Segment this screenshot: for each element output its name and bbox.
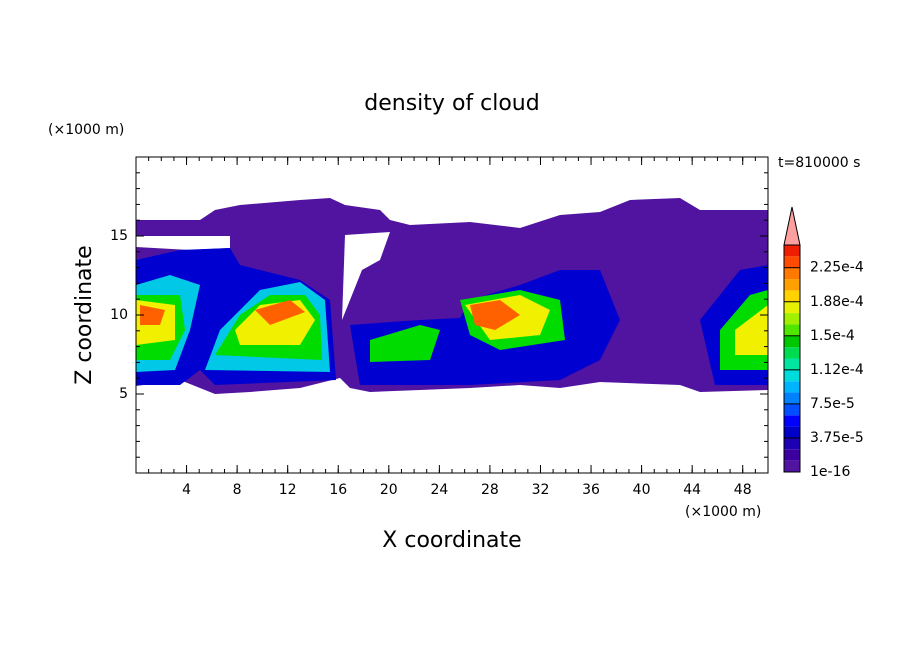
x-tick-label: 28 bbox=[481, 482, 499, 498]
colorbar-label: 1.88e-4 bbox=[810, 294, 864, 310]
colorbar-band bbox=[784, 426, 800, 438]
y-tick-label: 5 bbox=[119, 386, 128, 402]
colorbar-band bbox=[784, 279, 800, 291]
colorbar-band bbox=[784, 392, 800, 404]
colorbar-label: 1.5e-4 bbox=[810, 328, 855, 344]
colorbar-band bbox=[784, 347, 800, 359]
x-tick-label: 20 bbox=[380, 482, 398, 498]
colorbar-label: 2.25e-4 bbox=[810, 260, 864, 276]
colorbar-band bbox=[784, 335, 800, 348]
x-tick-label: 8 bbox=[233, 482, 242, 498]
y-tick-label: 15 bbox=[110, 228, 128, 244]
x-tick-label: 12 bbox=[279, 482, 297, 498]
colorbar-band bbox=[784, 449, 800, 461]
chart-title: density of cloud bbox=[364, 91, 539, 116]
colorbar-label: 1e-16 bbox=[810, 464, 850, 480]
x-tick-label: 4 bbox=[182, 482, 191, 498]
x-tick-label: 16 bbox=[329, 482, 347, 498]
colorbar-band bbox=[784, 437, 800, 450]
colorbar-band bbox=[784, 415, 800, 427]
x-tick-label: 48 bbox=[734, 482, 752, 498]
annotation: t=810000 s bbox=[778, 155, 860, 171]
x-tick-label: 24 bbox=[430, 482, 448, 498]
x-unit: (×1000 m) bbox=[685, 504, 761, 520]
colorbar-band bbox=[784, 290, 800, 302]
colorbar-band bbox=[784, 324, 800, 336]
colorbar-band bbox=[784, 267, 800, 280]
y-unit: (×1000 m) bbox=[48, 122, 124, 138]
x-tick-label: 44 bbox=[683, 482, 701, 498]
colorbar-extension bbox=[783, 206, 801, 246]
colorbar-band bbox=[784, 245, 800, 257]
x-tick-label: 40 bbox=[633, 482, 651, 498]
y-axis-title: Z coordinate bbox=[72, 245, 97, 384]
colorbar-band bbox=[784, 256, 800, 268]
colorbar-band bbox=[784, 369, 800, 382]
colorbar-label: 1.12e-4 bbox=[810, 362, 864, 378]
x-tick-label: 32 bbox=[532, 482, 550, 498]
colorbar-label: 3.75e-5 bbox=[810, 430, 864, 446]
colorbar-band bbox=[784, 403, 800, 416]
x-axis-title: X coordinate bbox=[382, 528, 521, 553]
x-tick-label: 36 bbox=[582, 482, 600, 498]
colorbar-band bbox=[784, 460, 800, 472]
colorbar-band bbox=[784, 301, 800, 314]
cloud-field bbox=[136, 198, 768, 394]
colorbar-band bbox=[784, 313, 800, 325]
colorbar-band bbox=[784, 358, 800, 370]
colorbar-label: 7.5e-5 bbox=[810, 396, 855, 412]
colorbar-band bbox=[784, 381, 800, 393]
y-tick-label: 10 bbox=[110, 307, 128, 323]
